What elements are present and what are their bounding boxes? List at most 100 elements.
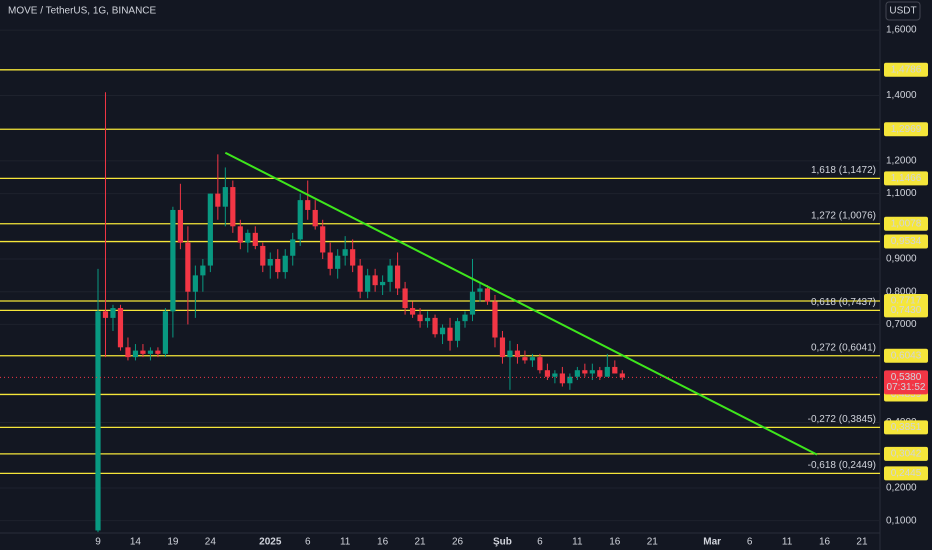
y-tick-label: 0,8000: [886, 286, 917, 297]
candle-body: [95, 311, 101, 531]
candle-body: [417, 314, 423, 322]
candle-body: [477, 288, 483, 292]
candle-body: [372, 275, 378, 286]
candle-body: [424, 317, 431, 322]
level-label: 1,4786: [891, 64, 922, 75]
candle-body: [170, 209, 176, 312]
x-tick-label: 19: [167, 537, 179, 548]
level-label-box: [884, 234, 928, 249]
x-tick-label: 6: [537, 537, 543, 548]
currency-button[interactable]: [885, 1, 921, 21]
level-label: 0,6043: [891, 350, 922, 361]
candle-body: [282, 255, 288, 273]
candle-body: [492, 301, 498, 338]
candle-body: [125, 347, 131, 358]
x-tick-label: 21: [856, 537, 868, 548]
x-tick-label: 14: [130, 537, 142, 548]
candle-body: [454, 321, 461, 341]
candle-body: [267, 259, 273, 266]
candle-body: [132, 350, 139, 358]
candle-body: [469, 291, 476, 315]
candle-body: [200, 265, 206, 276]
candle-body: [207, 193, 213, 266]
candle-body: [439, 327, 446, 335]
grid: [0, 29, 880, 522]
x-tick-label: 11: [782, 537, 793, 548]
level-label: 0,7430: [891, 305, 922, 316]
candles: [95, 92, 625, 533]
candle-body: [432, 317, 438, 335]
candle-body: [350, 249, 356, 266]
candle-body: [619, 373, 625, 378]
candle-body: [514, 350, 521, 358]
candle-body: [552, 373, 558, 377]
fib-label: 0,618 (0,7437): [811, 297, 876, 308]
candle-body: [447, 327, 453, 341]
y-tick-label: 0,7000: [886, 319, 917, 330]
level-label: 0,7717: [891, 296, 922, 307]
candle-body: [612, 366, 618, 374]
candle-body: [462, 314, 468, 322]
candle-body: [245, 232, 251, 243]
x-tick-label: 11: [572, 537, 583, 548]
fib-label: -0,272 (0,3845): [808, 414, 876, 425]
countdown-label: 07:31:52: [887, 382, 926, 393]
candle-body: [380, 281, 386, 286]
level-label-box: [884, 348, 928, 363]
candle-body: [582, 370, 588, 374]
y-tick-label: 1,6000: [886, 25, 917, 36]
level-label: 1,2969: [891, 124, 922, 135]
candle-body: [275, 259, 281, 273]
last-price-box: [884, 370, 928, 395]
candle-body: [484, 288, 491, 302]
candle-body: [402, 288, 408, 309]
x-tick-label: 21: [647, 537, 659, 548]
level-label: 0,9534: [891, 236, 922, 247]
levels: [0, 69, 880, 475]
level-label-box: [884, 122, 928, 137]
y-tick-label: 1,2000: [886, 156, 917, 167]
candle-body: [185, 242, 191, 292]
candle-body: [290, 239, 296, 256]
candle-body: [537, 357, 543, 371]
level-label: 1,0078: [891, 218, 922, 229]
level-label: 0,3851: [891, 422, 922, 433]
candle-body: [574, 370, 580, 377]
x-tick-label: 2025: [259, 537, 282, 548]
candle-body: [327, 252, 333, 269]
y-tick-label: 1,1000: [886, 188, 917, 199]
candle-body: [335, 255, 341, 269]
candle-body: [260, 245, 266, 266]
candle-body: [342, 249, 348, 256]
candle-body: [567, 376, 573, 384]
candle-body: [387, 265, 393, 282]
candle-body: [117, 308, 124, 348]
candle-body: [147, 350, 154, 354]
level-label-box: [884, 62, 928, 77]
level-label: 0,2445: [891, 468, 922, 479]
y-tick-label: 0,1000: [886, 515, 917, 526]
candle-body: [215, 193, 221, 207]
candle-body: [395, 265, 401, 289]
level-label-box: [884, 446, 928, 461]
trendline: [224, 151, 818, 456]
candle-body: [192, 275, 198, 292]
x-tick-label: 6: [305, 537, 311, 548]
currency-button-label[interactable]: USDT: [889, 6, 916, 17]
level-label-box: [884, 420, 928, 435]
candle-body: [177, 209, 183, 243]
candle-body: [604, 366, 610, 377]
fib-label: 0,272 (0,6041): [811, 342, 876, 353]
chart-title: MOVE / TetherUS, 1G, BINANCE: [8, 6, 157, 17]
candle-body: [305, 200, 311, 210]
level-label: 0,3042: [891, 449, 922, 460]
candle-body: [230, 187, 236, 227]
y-tick-label: 0,2000: [886, 483, 917, 494]
candle-body: [297, 200, 303, 240]
y-tick-label: 1,4000: [886, 90, 917, 101]
x-tick-label: 21: [415, 537, 427, 548]
y-tick-label: 0,9000: [886, 254, 917, 265]
x-tick-label: 16: [377, 537, 389, 548]
candle-body: [499, 337, 506, 358]
